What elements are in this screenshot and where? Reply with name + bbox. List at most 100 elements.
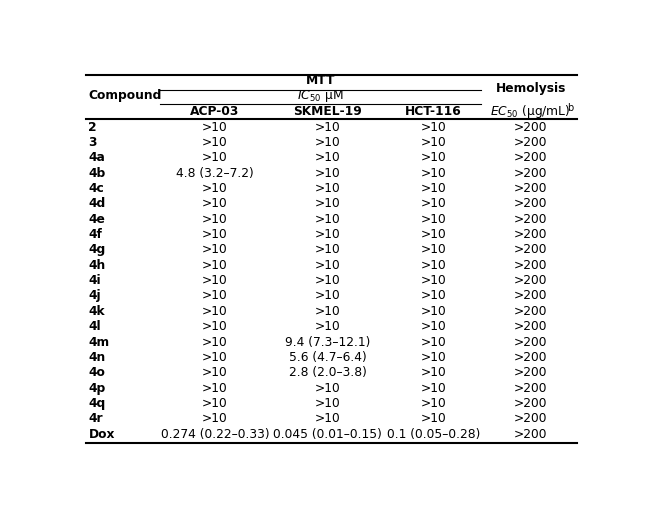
Text: >10: >10 [421, 243, 446, 257]
Text: >10: >10 [421, 228, 446, 241]
Text: >10: >10 [315, 136, 341, 149]
Text: 2.8 (2.0–3.8): 2.8 (2.0–3.8) [289, 366, 367, 379]
Text: >10: >10 [315, 151, 341, 164]
Text: 4e: 4e [89, 213, 105, 225]
Text: >10: >10 [202, 274, 228, 287]
Text: 3: 3 [89, 136, 97, 149]
Text: >10: >10 [202, 290, 228, 302]
Text: >10: >10 [202, 121, 228, 133]
Text: MTT: MTT [306, 74, 335, 87]
Text: >10: >10 [202, 228, 228, 241]
Text: >200: >200 [514, 151, 547, 164]
Text: >200: >200 [514, 243, 547, 257]
Text: $\mathit{EC}_{50}$ (μg/mL): $\mathit{EC}_{50}$ (μg/mL) [490, 103, 571, 120]
Text: Dox: Dox [89, 428, 115, 441]
Text: >200: >200 [514, 366, 547, 379]
Text: >10: >10 [315, 197, 341, 210]
Text: >10: >10 [202, 182, 228, 195]
Text: >10: >10 [421, 290, 446, 302]
Text: >10: >10 [315, 243, 341, 257]
Text: $\mathit{IC}_{50}$ μM: $\mathit{IC}_{50}$ μM [297, 88, 344, 104]
Text: 4f: 4f [89, 228, 102, 241]
Text: 4r: 4r [89, 412, 103, 426]
Text: >10: >10 [202, 213, 228, 225]
Text: 0.045 (0.01–0.15): 0.045 (0.01–0.15) [274, 428, 382, 441]
Text: 4h: 4h [89, 259, 105, 272]
Text: >10: >10 [315, 213, 341, 225]
Text: >10: >10 [421, 121, 446, 133]
Text: Hemolysis: Hemolysis [496, 82, 565, 95]
Text: >10: >10 [421, 182, 446, 195]
Text: >10: >10 [202, 259, 228, 272]
Text: Compound: Compound [89, 90, 162, 102]
Text: >200: >200 [514, 335, 547, 349]
Text: 4j: 4j [89, 290, 101, 302]
Text: >10: >10 [421, 335, 446, 349]
Text: >10: >10 [421, 259, 446, 272]
Text: >10: >10 [421, 166, 446, 180]
Text: >10: >10 [421, 412, 446, 426]
Text: >10: >10 [421, 305, 446, 318]
Text: >10: >10 [421, 397, 446, 410]
Text: 4c: 4c [89, 182, 104, 195]
Text: >10: >10 [202, 366, 228, 379]
Text: 4i: 4i [89, 274, 101, 287]
Text: >10: >10 [421, 136, 446, 149]
Text: >10: >10 [421, 320, 446, 333]
Text: >200: >200 [514, 397, 547, 410]
Text: 4d: 4d [89, 197, 105, 210]
Text: >10: >10 [315, 182, 341, 195]
Text: 4m: 4m [89, 335, 109, 349]
Text: 4q: 4q [89, 397, 105, 410]
Text: >10: >10 [315, 274, 341, 287]
Text: 4b: 4b [89, 166, 105, 180]
Text: 9.4 (7.3–12.1): 9.4 (7.3–12.1) [285, 335, 371, 349]
Text: ACP-03: ACP-03 [190, 105, 239, 118]
Text: >200: >200 [514, 213, 547, 225]
Text: >10: >10 [202, 305, 228, 318]
Text: >200: >200 [514, 320, 547, 333]
Text: >200: >200 [514, 197, 547, 210]
Text: >10: >10 [421, 151, 446, 164]
Text: >10: >10 [421, 366, 446, 379]
Text: 4k: 4k [89, 305, 105, 318]
Text: b: b [567, 103, 573, 114]
Text: >10: >10 [315, 121, 341, 133]
Text: 4o: 4o [89, 366, 105, 379]
Text: >200: >200 [514, 382, 547, 394]
Text: >10: >10 [315, 412, 341, 426]
Text: SKMEL-19: SKMEL-19 [294, 105, 362, 118]
Text: >10: >10 [315, 382, 341, 394]
Text: >10: >10 [315, 320, 341, 333]
Text: 2: 2 [89, 121, 97, 133]
Text: 4n: 4n [89, 351, 105, 364]
Text: 0.274 (0.22–0.33): 0.274 (0.22–0.33) [160, 428, 269, 441]
Text: >10: >10 [202, 382, 228, 394]
Text: >200: >200 [514, 182, 547, 195]
Text: >10: >10 [202, 197, 228, 210]
Text: >200: >200 [514, 121, 547, 133]
Text: HCT-116: HCT-116 [405, 105, 462, 118]
Text: >10: >10 [202, 320, 228, 333]
Text: >200: >200 [514, 166, 547, 180]
Text: >10: >10 [315, 166, 341, 180]
Text: >10: >10 [315, 290, 341, 302]
Text: >200: >200 [514, 428, 547, 441]
Text: >200: >200 [514, 136, 547, 149]
Text: 4a: 4a [89, 151, 105, 164]
Text: 4g: 4g [89, 243, 105, 257]
Text: >200: >200 [514, 351, 547, 364]
Text: >10: >10 [202, 335, 228, 349]
Text: >10: >10 [202, 351, 228, 364]
Text: >10: >10 [202, 151, 228, 164]
Text: 0.1 (0.05–0.28): 0.1 (0.05–0.28) [387, 428, 480, 441]
Text: 5.6 (4.7–6.4): 5.6 (4.7–6.4) [289, 351, 367, 364]
Text: >10: >10 [202, 136, 228, 149]
Text: >10: >10 [202, 412, 228, 426]
Text: >200: >200 [514, 228, 547, 241]
Text: 4l: 4l [89, 320, 101, 333]
Text: >200: >200 [514, 274, 547, 287]
Text: >10: >10 [202, 243, 228, 257]
Text: >10: >10 [421, 274, 446, 287]
Text: >200: >200 [514, 290, 547, 302]
